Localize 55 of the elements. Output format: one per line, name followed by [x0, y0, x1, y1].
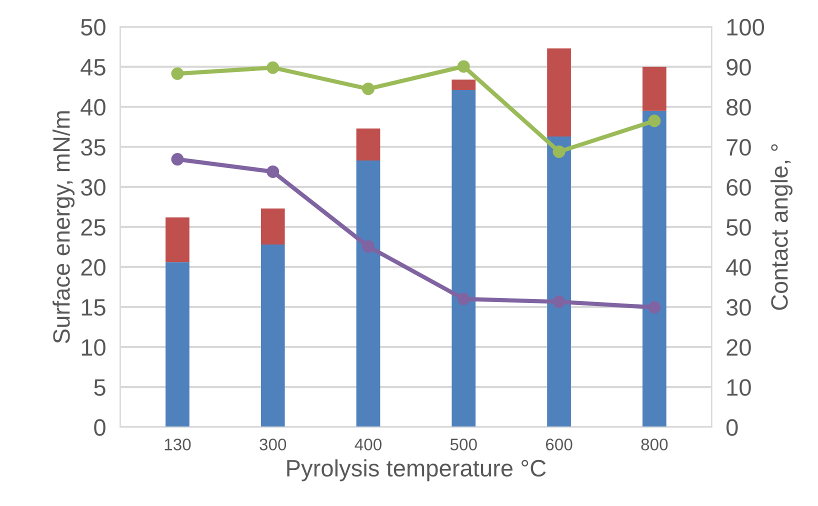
y2-tick-label: 20: [726, 339, 751, 356]
point: [171, 153, 184, 166]
point: [552, 296, 566, 308]
y-tick-label: 30: [80, 178, 106, 196]
y-tick-label: 35: [80, 138, 106, 156]
bar: [452, 90, 476, 428]
y2-tick-label: 40: [726, 259, 751, 276]
y2-tick-label: 60: [726, 178, 751, 196]
x-tick-label: 300: [260, 438, 286, 450]
y2-tick-label: 100: [727, 18, 764, 36]
y2-tick-label: 70: [726, 138, 751, 156]
point: [648, 114, 661, 128]
bar: [166, 217, 190, 262]
y-tick-label: 5: [94, 379, 106, 396]
bar: [547, 48, 571, 136]
y-axis-title: Surface energy, mN/m: [52, 111, 75, 344]
point: [266, 165, 280, 178]
y-tick-label: 10: [82, 339, 106, 356]
bar: [356, 160, 380, 428]
y2-tick-label: 10: [727, 379, 751, 396]
y2-axis-title: Contact angle, °: [770, 144, 793, 310]
bar: [166, 262, 190, 428]
bar: [547, 136, 571, 428]
bar: [260, 208, 285, 245]
y2-tick-label: 50: [726, 219, 751, 236]
bar: [452, 80, 476, 90]
x-tick-label: 400: [354, 438, 382, 450]
y2-tick-label: 30: [726, 299, 751, 316]
y-tick-label: 0: [94, 419, 106, 436]
bar: [260, 244, 285, 428]
bar: [356, 128, 380, 160]
point: [457, 292, 470, 306]
y-tick-label: 15: [82, 299, 106, 316]
y-tick-label: 40: [80, 98, 106, 116]
x-tick-label: 800: [641, 438, 668, 450]
point: [362, 82, 375, 96]
bar: [642, 110, 666, 428]
bar: [642, 66, 666, 111]
point: [552, 145, 566, 158]
y-tick-label: 25: [81, 219, 106, 236]
y-tick-label: 50: [81, 18, 106, 36]
point: [362, 240, 375, 253]
point: [171, 67, 184, 80]
y-tick-label: 45: [80, 59, 106, 76]
x-tick-label: 600: [546, 438, 572, 450]
point: [266, 61, 280, 74]
x-tick-label: 500: [450, 438, 477, 450]
x-axis-title: Pyrolysis temperature °C: [287, 459, 546, 482]
point: [457, 60, 470, 73]
y-tick-label: 20: [81, 259, 106, 276]
point: [648, 301, 661, 314]
y2-tick-label: 80: [726, 98, 751, 116]
y2-tick-label: 90: [726, 58, 751, 76]
x-tick-label: 130: [164, 438, 191, 450]
y2-tick-label: 0: [726, 419, 738, 436]
